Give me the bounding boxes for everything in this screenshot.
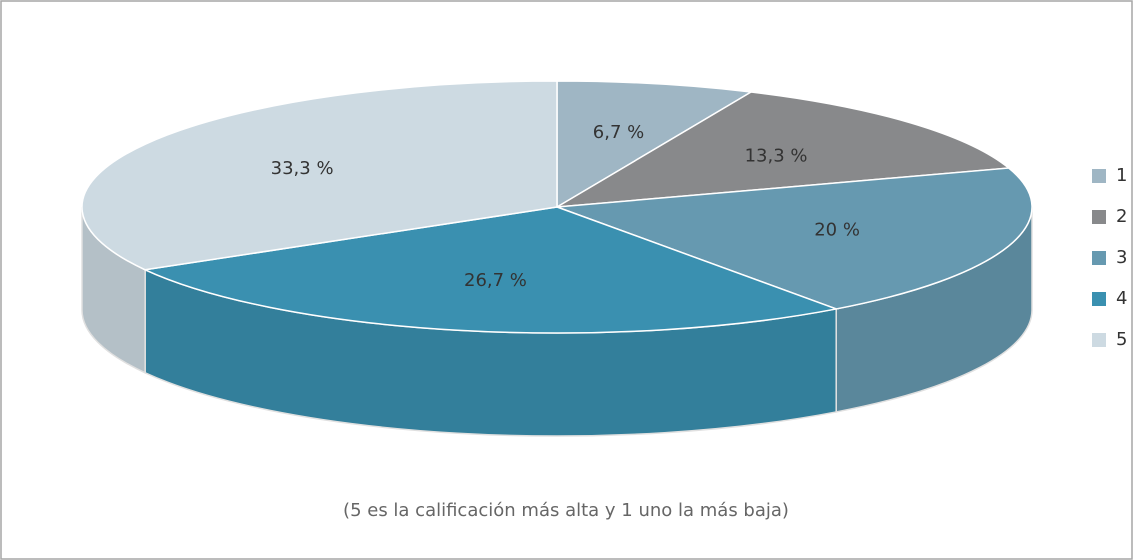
data-label: 26,7 %	[464, 270, 527, 291]
data-label: 6,7 %	[593, 122, 644, 143]
legend-label: 5	[1116, 329, 1127, 350]
slice	[556, 167, 1033, 310]
legend-label: 4	[1116, 288, 1127, 309]
legend-swatch	[1092, 333, 1106, 347]
data-label: 20 %	[814, 219, 860, 240]
slice	[142, 206, 840, 334]
legend-label: 2	[1116, 206, 1127, 227]
legend-label: 1	[1116, 165, 1127, 186]
data-label: 13,3 %	[745, 145, 808, 166]
legend-swatch	[1092, 210, 1106, 224]
slice	[556, 80, 754, 209]
data-label: 33,3 %	[271, 158, 334, 179]
legend-swatch	[1092, 169, 1106, 183]
legend-label: 3	[1116, 247, 1127, 268]
legend-swatch	[1092, 251, 1106, 265]
legend-swatch	[1092, 292, 1106, 306]
slice	[556, 91, 1011, 208]
chart-note: (5 es la calificación más alta y 1 uno l…	[343, 500, 789, 521]
slice	[81, 80, 558, 271]
